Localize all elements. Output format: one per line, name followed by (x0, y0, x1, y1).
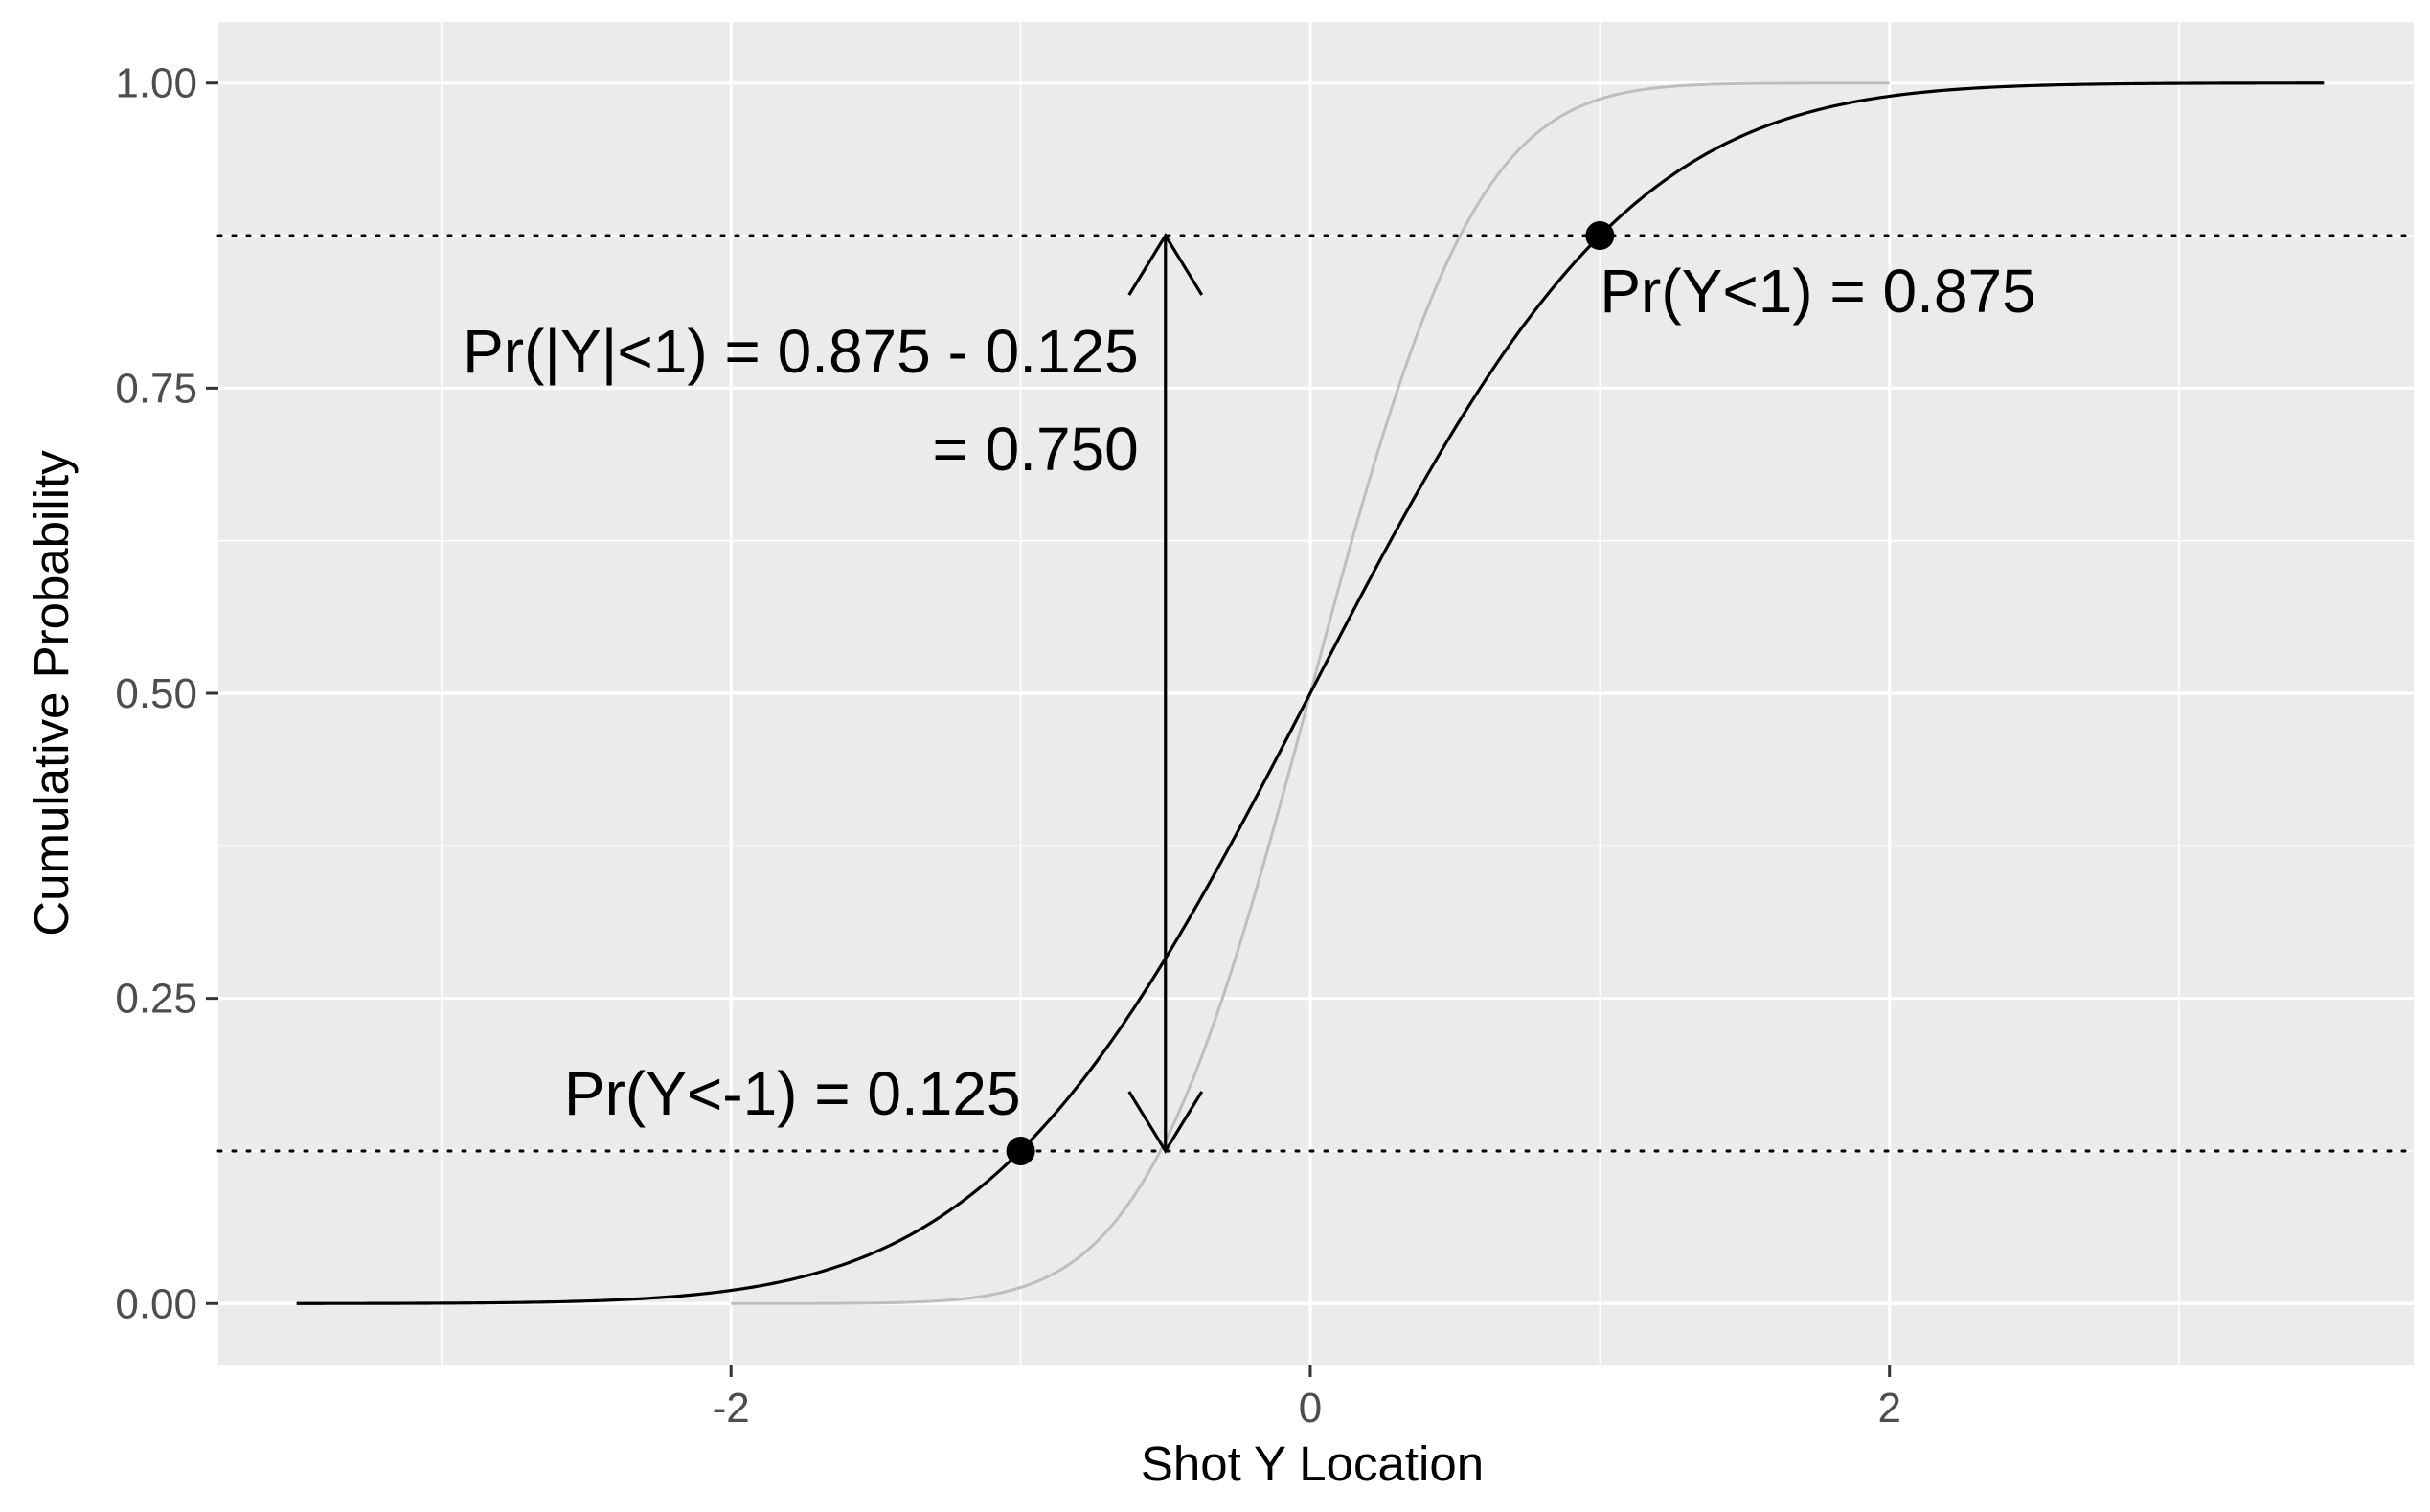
cdf-series-line (296, 81, 2325, 1305)
annotation-label: Pr(Y<1) = 0.875 (1600, 257, 2035, 326)
y-tick-label: 0.50 (115, 670, 197, 717)
y-axis: 0.00 0.25 0.50 0.75 1.00 (115, 60, 218, 1327)
annotation-label: Pr(Y<-1) = 0.125 (564, 1059, 1021, 1128)
annotation-label: = 0.750 (932, 415, 1138, 484)
annotations: Pr(Y<1) = 0.875 Pr(Y<-1) = 0.125 Pr(|Y|<1)… (463, 257, 2036, 1128)
highlight-points (1006, 221, 1615, 1165)
highlight-point (1585, 221, 1615, 251)
annotation-label: Pr(|Y|<1) = 0.875 - 0.125 (463, 317, 1139, 386)
x-tick-label: 0 (1299, 1385, 1322, 1432)
x-tick-label: 2 (1877, 1385, 1900, 1432)
x-axis: -2 0 2 (713, 1365, 1901, 1432)
arrow-head-top (1127, 232, 1204, 296)
y-tick-label: 1.00 (115, 60, 197, 107)
y-tick-label: 0.75 (115, 365, 197, 412)
difference-arrow (1127, 232, 1204, 1155)
cdf-curves (296, 81, 2325, 1305)
y-tick-label: 0.00 (115, 1280, 197, 1327)
x-tick-label: -2 (713, 1385, 750, 1432)
highlight-point (1006, 1136, 1035, 1165)
y-axis-title: Cumulative Probability (24, 450, 79, 937)
y-tick-label: 0.25 (115, 976, 197, 1023)
arrow-head-bottom (1127, 1091, 1204, 1155)
x-axis-title: Shot Y Location (1141, 1436, 1484, 1491)
